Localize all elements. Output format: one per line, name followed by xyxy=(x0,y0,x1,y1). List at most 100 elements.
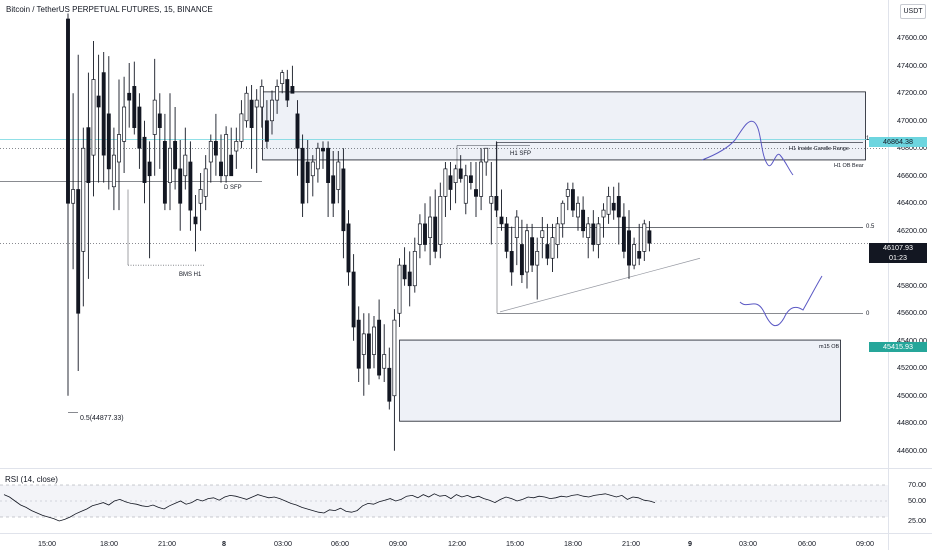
candle xyxy=(285,69,290,107)
candle-body-up xyxy=(244,92,249,122)
candle-body-down xyxy=(509,251,514,273)
candle xyxy=(305,140,310,204)
candle xyxy=(152,58,157,176)
candle-body-down xyxy=(423,223,427,245)
candle xyxy=(647,221,652,252)
candle xyxy=(433,189,438,259)
candle-body-down xyxy=(448,175,453,190)
candle-body-up xyxy=(239,113,244,142)
rsi-layer xyxy=(0,484,888,522)
candle xyxy=(372,316,376,369)
candle xyxy=(530,223,535,272)
candle-body-up xyxy=(168,147,172,183)
candle xyxy=(213,113,218,176)
candle-body-down xyxy=(616,196,621,218)
candle xyxy=(326,141,331,217)
candle-body-down xyxy=(76,189,81,314)
candle-body-up xyxy=(606,196,611,215)
candle xyxy=(193,195,198,252)
candle-body-down xyxy=(86,127,91,183)
candle xyxy=(351,254,356,341)
candle xyxy=(423,203,427,252)
candle xyxy=(412,237,417,293)
candle xyxy=(407,251,412,307)
candle xyxy=(101,52,106,183)
candle xyxy=(361,313,366,396)
candle xyxy=(387,347,392,410)
candle-body-down xyxy=(96,95,101,108)
candle-body-down xyxy=(570,189,575,211)
candle xyxy=(137,93,142,169)
candle-body-up xyxy=(525,230,529,273)
candle-body-down xyxy=(173,141,178,170)
candle-body-down xyxy=(346,223,351,273)
candle xyxy=(264,100,269,149)
candle xyxy=(499,189,504,231)
candle-body-up xyxy=(576,202,580,218)
projection-path-lower xyxy=(739,275,823,327)
candle xyxy=(229,127,234,177)
candle-body-down xyxy=(366,333,371,369)
candle-body-up xyxy=(484,147,489,163)
candle xyxy=(402,247,407,286)
candle-body-down xyxy=(188,161,193,211)
candle xyxy=(290,65,295,94)
candle-body-down xyxy=(66,18,70,204)
candle xyxy=(234,127,239,169)
zone-m15-ob xyxy=(399,339,841,422)
candle xyxy=(203,155,208,211)
candle-body-up xyxy=(540,230,545,238)
candle-body-down xyxy=(474,189,478,197)
candle-body-down xyxy=(285,79,290,101)
currency-button[interactable]: USDT xyxy=(900,4,926,19)
candle-body-up xyxy=(310,161,315,177)
candle xyxy=(111,127,116,211)
candle-body-down xyxy=(468,175,473,183)
candle-body-up xyxy=(372,326,376,355)
candle-body-down xyxy=(290,86,295,94)
candle-body-down xyxy=(591,223,596,245)
candle xyxy=(494,141,499,217)
candle xyxy=(280,69,285,94)
candle xyxy=(642,219,647,261)
candle xyxy=(601,203,606,238)
candle-body-down xyxy=(341,168,346,232)
candle-body-down xyxy=(377,319,382,376)
candle xyxy=(81,127,86,307)
candle xyxy=(519,219,524,283)
candle xyxy=(76,54,81,371)
candles-layer xyxy=(66,13,652,451)
candle xyxy=(392,309,397,451)
candle-body-up xyxy=(234,141,239,152)
candle xyxy=(321,141,325,169)
candle-body-up xyxy=(111,154,116,188)
candle xyxy=(183,127,188,190)
candle xyxy=(244,86,249,128)
candle-body-up xyxy=(336,161,341,190)
candle-body-down xyxy=(545,244,550,259)
candle xyxy=(71,93,76,270)
candle-body-up xyxy=(632,244,637,266)
candle-body-up xyxy=(117,134,121,163)
candle-body-up xyxy=(152,99,157,135)
candle xyxy=(484,147,489,176)
candle-body-up xyxy=(443,168,448,197)
candle xyxy=(514,210,519,266)
candle xyxy=(632,237,637,270)
candle xyxy=(341,148,346,259)
candle xyxy=(565,182,570,211)
zone-h1-ob-bear xyxy=(262,91,866,161)
candle-body-down xyxy=(494,196,499,211)
candle xyxy=(545,223,550,266)
candle xyxy=(275,79,280,114)
candle-body-down xyxy=(300,147,305,204)
candle-body-down xyxy=(305,161,310,183)
candle-body-down xyxy=(530,237,535,266)
candle-body-up xyxy=(601,209,606,218)
candle xyxy=(458,155,463,183)
candle-body-down xyxy=(142,136,147,183)
candle xyxy=(331,151,336,217)
candle-body-down xyxy=(127,92,132,101)
candle-body-down xyxy=(193,216,198,225)
